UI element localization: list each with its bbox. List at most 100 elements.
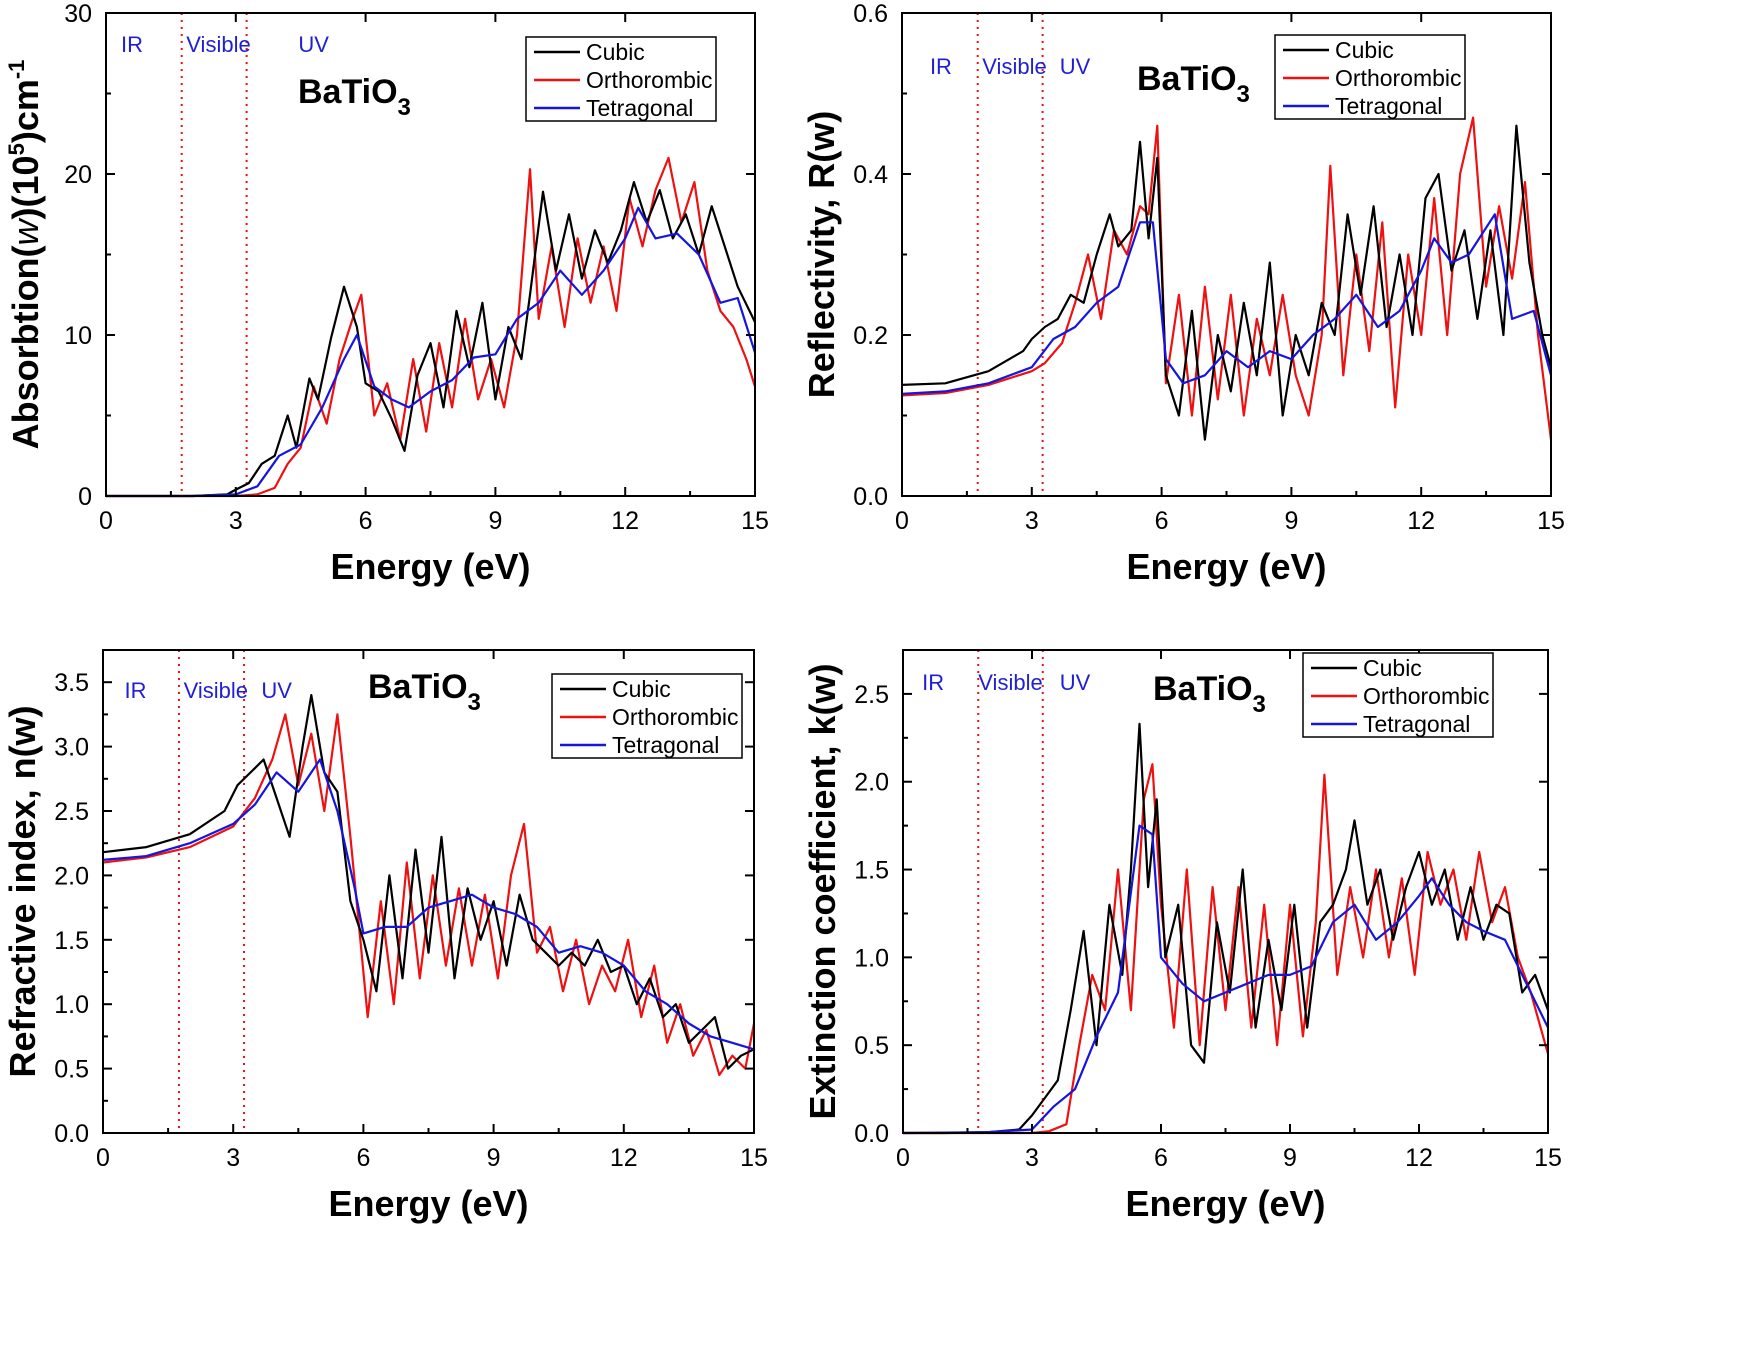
region-label-uv: UV (298, 32, 329, 57)
region-label-uv: UV (1060, 670, 1091, 695)
panel-refractive-index: 0 3 6 9 12 15 0.0 0.5 1.0 1.5 2.0 2.5 3.0 3.5 Energy (… (0, 640, 795, 1320)
y-tick-label: 0.0 (853, 483, 888, 511)
y-tick-label: 20 (64, 161, 92, 189)
y-tick-label: 0.6 (853, 0, 888, 28)
chart-extinction-coefficient: 0 3 6 9 12 15 0.0 0.5 1.0 1.5 2.0 2.5 Energy (eV) Ext… (802, 649, 1562, 1224)
x-tick-label: 6 (1155, 507, 1169, 535)
formula-label: BaTiO3 (1153, 670, 1266, 718)
legend-label-cubic: Cubic (1335, 37, 1394, 63)
y-axis-title-part: w (5, 217, 46, 245)
y-tick-label: 0 (78, 483, 92, 511)
panel-absorption: 0 3 6 9 12 15 0 10 20 30 Energy (eV) Absorbtion(w)(… (0, 0, 795, 640)
x-tick-label: 6 (1154, 1144, 1168, 1172)
y-tick-label: 2.5 (854, 681, 889, 709)
series-line-cubic (106, 181, 756, 498)
series-line-tetragonal (102, 758, 755, 1051)
region-label-visible: Visible (184, 678, 248, 703)
x-tick-label: 15 (1537, 507, 1565, 535)
formula-base: BaTiO (1137, 60, 1237, 98)
formula-subscript: 3 (468, 689, 481, 716)
y-axis-title-part: )(10 (5, 155, 46, 219)
legend-label-cubic: Cubic (586, 39, 645, 65)
y-tick-label: 2.5 (54, 798, 89, 826)
y-axis-title: Extinction coefficient, k(w) (802, 663, 843, 1119)
x-tick-label: 0 (96, 1144, 110, 1172)
x-tick-label: 3 (226, 1144, 240, 1172)
formula-subscript: 3 (398, 94, 411, 121)
x-tick-label: 12 (1405, 1144, 1433, 1172)
region-label-ir: IR (922, 670, 944, 695)
series-line-orthorombic (106, 156, 757, 498)
series-line-orthorombic (901, 116, 1553, 440)
x-tick-label: 12 (1407, 507, 1435, 535)
formula-subscript: 3 (1253, 691, 1266, 718)
x-tick-label: 15 (740, 1144, 768, 1172)
region-label-visible: Visible (978, 670, 1042, 695)
y-tick-label: 0.5 (854, 1032, 889, 1060)
region-label-uv: UV (1060, 54, 1091, 79)
region-label-visible: Visible (186, 32, 250, 57)
y-tick-label: 30 (64, 0, 92, 28)
legend-label-tetragonal: Tetragonal (612, 732, 719, 758)
y-tick-label: 1.5 (854, 857, 889, 885)
y-tick-label: 0.4 (853, 161, 888, 189)
x-tick-label: 0 (99, 507, 113, 535)
formula-base: BaTiO (1153, 670, 1253, 708)
x-axis-title: Energy (eV) (1126, 546, 1326, 587)
series-line-cubic (102, 693, 755, 1070)
y-axis-title-part: 5 (4, 143, 29, 155)
x-tick-label: 9 (488, 507, 502, 535)
region-label-uv: UV (261, 678, 292, 703)
y-tick-label: 1.0 (54, 991, 89, 1019)
y-tick-label: 3.0 (54, 734, 89, 762)
x-tick-label: 9 (1283, 1144, 1297, 1172)
y-tick-label: 0.0 (854, 1120, 889, 1148)
y-tick-label: 0.2 (853, 322, 888, 350)
x-tick-label: 9 (1284, 507, 1298, 535)
x-tick-label: 15 (741, 507, 769, 535)
y-axis-title-part: -1 (4, 60, 29, 80)
legend-label-orthorombic: Orthorombic (612, 704, 739, 730)
x-tick-label: 12 (610, 1144, 638, 1172)
y-axis-title: Reflectivity, R(w) (801, 111, 842, 398)
legend-label-cubic: Cubic (612, 676, 671, 702)
x-tick-label: 6 (356, 1144, 370, 1172)
legend-label-orthorombic: Orthorombic (1363, 683, 1490, 709)
formula-base: BaTiO (298, 73, 398, 111)
legend-label-tetragonal: Tetragonal (1335, 93, 1442, 119)
x-axis-title: Energy (eV) (328, 1183, 528, 1224)
y-tick-label: 10 (64, 322, 92, 350)
series-line-tetragonal (901, 213, 1553, 395)
series-line-tetragonal (902, 824, 1549, 1135)
y-tick-label: 1.5 (54, 927, 89, 955)
chart-absorption: 0 3 6 9 12 15 0 10 20 30 Energy (eV) Absorbtion(w)(… (4, 0, 769, 587)
x-tick-label: 12 (611, 507, 639, 535)
x-tick-label: 6 (359, 507, 373, 535)
series-line-cubic (901, 124, 1553, 441)
series-line-tetragonal (106, 206, 757, 498)
x-axis-title: Energy (eV) (330, 546, 530, 587)
legend-label-tetragonal: Tetragonal (1363, 711, 1470, 737)
y-tick-label: 0.0 (54, 1120, 89, 1148)
x-tick-label: 3 (1025, 1144, 1039, 1172)
x-tick-label: 9 (487, 1144, 501, 1172)
legend-label-orthorombic: Orthorombic (586, 67, 713, 93)
y-axis-title: Refractive index, n(w) (2, 705, 43, 1077)
formula-label: BaTiO3 (368, 668, 481, 716)
y-axis-title-part: Absorbtion( (5, 245, 46, 449)
legend-label-tetragonal: Tetragonal (586, 95, 693, 121)
region-label-ir: IR (121, 32, 143, 57)
series-line-orthorombic (102, 713, 756, 1077)
formula-label: BaTiO3 (1137, 60, 1250, 108)
series-line-cubic (903, 722, 1550, 1135)
x-tick-label: 0 (896, 1144, 910, 1172)
y-tick-label: 3.5 (54, 669, 89, 697)
panel-reflectivity: 0 3 6 9 12 15 0.0 0.2 0.4 0.6 Energy (eV) Reflectiv… (795, 0, 1590, 640)
formula-subscript: 3 (1237, 81, 1250, 108)
x-tick-label: 15 (1534, 1144, 1562, 1172)
x-tick-label: 3 (1025, 507, 1039, 535)
x-tick-label: 3 (229, 507, 243, 535)
